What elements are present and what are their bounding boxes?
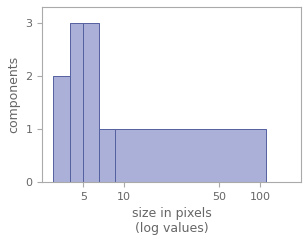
Y-axis label: components: components — [7, 56, 20, 133]
X-axis label: size in pixels
(log values): size in pixels (log values) — [132, 207, 212, 235]
